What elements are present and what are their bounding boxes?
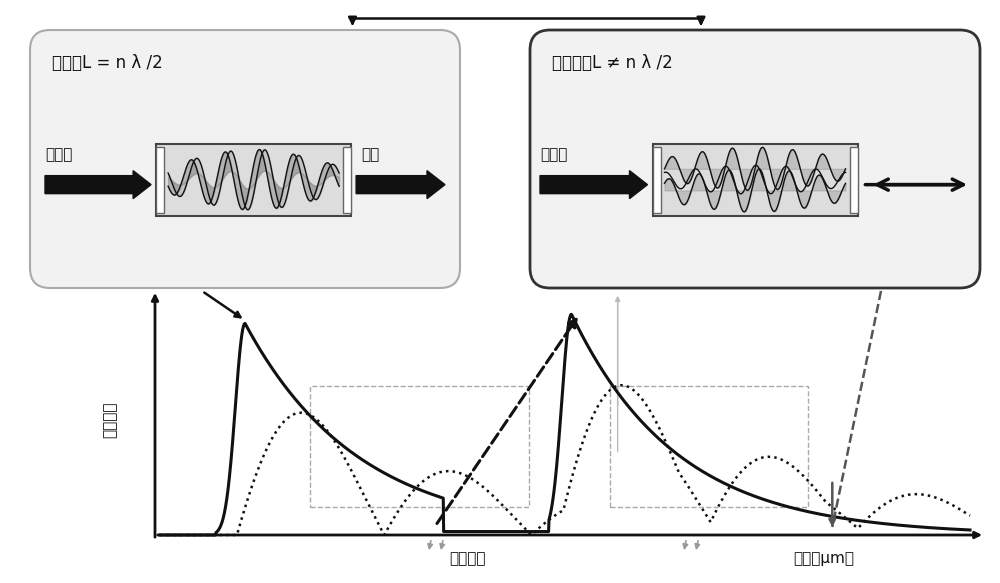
Bar	[310, 385, 529, 507]
FancyArrow shape	[356, 171, 445, 199]
FancyArrow shape	[540, 171, 648, 199]
Bar	[652, 143, 858, 216]
Bar	[156, 147, 164, 213]
FancyArrow shape	[45, 171, 151, 199]
Text: 输出强度: 输出强度	[103, 402, 118, 438]
Text: 入射光: 入射光	[45, 147, 72, 163]
Text: 输出: 输出	[361, 147, 379, 163]
Text: 时间（μm）: 时间（μm）	[794, 551, 855, 566]
Text: 共振：L = n λ /2: 共振：L = n λ /2	[52, 54, 163, 72]
Bar	[652, 147, 660, 213]
FancyBboxPatch shape	[30, 30, 460, 288]
Bar	[850, 147, 858, 213]
Bar	[156, 143, 351, 216]
Bar	[343, 147, 351, 213]
Bar	[610, 385, 808, 507]
Text: 非共振：L ≠ n λ /2: 非共振：L ≠ n λ /2	[552, 54, 673, 72]
FancyBboxPatch shape	[530, 30, 980, 288]
Text: 入射光: 入射光	[540, 147, 567, 163]
Text: 衰荡信号: 衰荡信号	[450, 551, 486, 566]
